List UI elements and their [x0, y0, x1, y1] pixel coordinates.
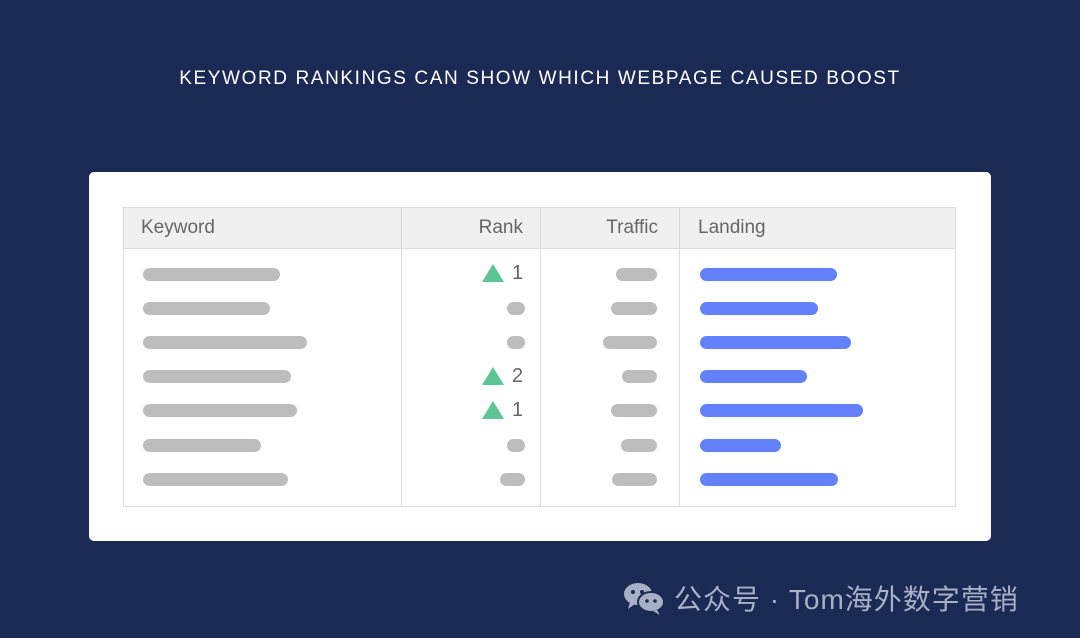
- keyword-table: Keyword Rank Traffic Landing: [123, 207, 956, 507]
- header-landing: Landing: [698, 217, 766, 238]
- triangle-up-icon: [482, 264, 504, 282]
- landing-page-bar: [700, 404, 863, 418]
- landing-page-bar: [700, 301, 818, 315]
- traffic-placeholder: [621, 438, 657, 452]
- landing-page-bar: [700, 267, 837, 281]
- keyword-placeholder: [143, 267, 280, 281]
- rank-placeholder: [500, 472, 525, 486]
- triangle-up-icon: [482, 366, 504, 385]
- keyword-placeholder: [143, 472, 288, 486]
- table-header: Keyword Rank Traffic Landing: [124, 208, 955, 249]
- traffic-placeholder: [603, 335, 657, 349]
- traffic-placeholder: [612, 472, 657, 486]
- page-title: KEYWORD RANKINGS CAN SHOW WHICH WEBPAGE …: [179, 68, 901, 89]
- watermark-text: 公众号 · Tom海外数字营销: [674, 584, 1019, 615]
- watermark: 公众号 · Tom海外数字营销: [622, 578, 1019, 618]
- traffic-placeholder: [622, 370, 657, 384]
- landing-page-bar: [700, 335, 851, 349]
- keyword-placeholder: [143, 404, 297, 418]
- landing-page-bar: [700, 472, 838, 486]
- rank-change-value: 2: [512, 364, 524, 387]
- keyword-placeholder: [143, 335, 307, 349]
- keyword-placeholder: [143, 438, 261, 452]
- column-divider: [401, 208, 402, 506]
- keyword-placeholder: [143, 370, 291, 384]
- triangle-up-icon: [482, 400, 504, 419]
- header-traffic: Traffic: [606, 217, 658, 238]
- traffic-placeholder: [611, 301, 657, 315]
- rank-placeholder: [507, 335, 525, 349]
- column-divider: [679, 208, 680, 506]
- column-divider: [540, 208, 541, 506]
- rank-change-value: 1: [512, 398, 524, 421]
- rank-change-value: 1: [512, 262, 524, 284]
- landing-page-bar: [700, 438, 781, 452]
- traffic-placeholder: [611, 404, 657, 418]
- header-rank: Rank: [478, 217, 523, 238]
- wechat-icon: [624, 583, 665, 615]
- header-keyword: Keyword: [141, 217, 215, 238]
- keyword-placeholder: [143, 301, 270, 315]
- landing-page-bar: [700, 370, 807, 384]
- rank-placeholder: [507, 301, 525, 315]
- traffic-placeholder: [616, 267, 657, 281]
- rank-placeholder: [507, 438, 525, 452]
